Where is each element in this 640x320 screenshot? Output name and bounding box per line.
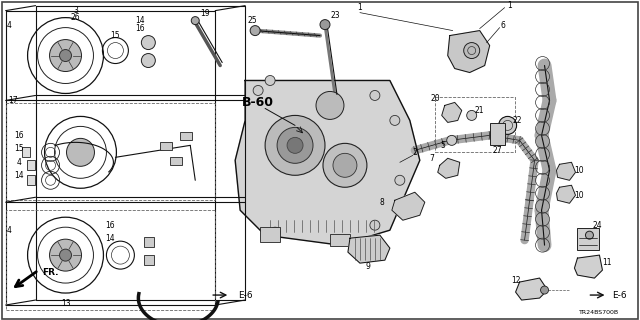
Circle shape: [316, 92, 344, 119]
Circle shape: [141, 36, 156, 50]
Text: 27: 27: [493, 146, 502, 155]
Text: 16: 16: [136, 24, 145, 33]
Text: 4: 4: [16, 158, 21, 167]
Bar: [170, 157, 182, 165]
Circle shape: [67, 138, 95, 166]
Bar: [145, 237, 154, 247]
Circle shape: [253, 85, 263, 95]
Circle shape: [265, 76, 275, 85]
Polygon shape: [448, 31, 490, 73]
Text: 6: 6: [500, 21, 505, 30]
Text: 10: 10: [575, 191, 584, 200]
Circle shape: [499, 116, 516, 134]
Circle shape: [467, 110, 477, 120]
Bar: [22, 147, 29, 157]
Polygon shape: [442, 102, 461, 123]
Text: 12: 12: [511, 276, 520, 284]
Polygon shape: [438, 158, 460, 178]
Bar: [145, 255, 154, 265]
Bar: [577, 228, 600, 250]
Text: 21: 21: [475, 106, 484, 115]
Bar: [27, 160, 35, 170]
Text: 4: 4: [6, 21, 11, 30]
Text: 8: 8: [380, 198, 384, 207]
Text: E-6: E-6: [612, 291, 627, 300]
Polygon shape: [516, 278, 548, 300]
Bar: [330, 234, 350, 246]
Text: 15: 15: [14, 144, 24, 153]
Circle shape: [49, 239, 81, 271]
Text: 16: 16: [14, 131, 24, 140]
Polygon shape: [235, 81, 420, 245]
Circle shape: [141, 53, 156, 68]
Text: 24: 24: [593, 221, 602, 230]
Polygon shape: [392, 192, 425, 220]
Circle shape: [320, 20, 330, 29]
Text: TR24BS700B: TR24BS700B: [579, 309, 620, 315]
Circle shape: [395, 175, 405, 185]
Text: 14: 14: [14, 171, 24, 180]
Bar: [180, 132, 192, 140]
Circle shape: [191, 17, 199, 25]
Circle shape: [340, 235, 350, 245]
Text: FR.: FR.: [43, 268, 59, 276]
Circle shape: [370, 220, 380, 230]
Circle shape: [390, 116, 400, 125]
Text: 1: 1: [358, 3, 362, 12]
Bar: [435, 98, 515, 152]
Text: 10: 10: [575, 166, 584, 175]
Bar: [6, 103, 215, 200]
Text: 22: 22: [513, 116, 522, 125]
Bar: [6, 210, 215, 310]
Bar: [27, 175, 35, 185]
Text: 4: 4: [6, 226, 11, 235]
Circle shape: [49, 40, 81, 71]
Circle shape: [541, 286, 548, 294]
Text: 19: 19: [200, 9, 210, 18]
Bar: [490, 124, 504, 145]
Circle shape: [270, 227, 280, 237]
Text: B-60: B-60: [242, 96, 274, 109]
Circle shape: [586, 231, 593, 239]
Circle shape: [333, 153, 357, 177]
Text: 13: 13: [61, 299, 70, 308]
Text: 7: 7: [429, 154, 434, 163]
Circle shape: [370, 91, 380, 100]
Text: 14: 14: [106, 234, 115, 243]
Text: 14: 14: [136, 16, 145, 25]
Bar: [260, 227, 280, 242]
Circle shape: [277, 127, 313, 163]
Text: 20: 20: [431, 94, 440, 103]
Text: 16: 16: [106, 221, 115, 230]
Polygon shape: [348, 235, 390, 263]
Text: 1: 1: [508, 1, 512, 10]
Polygon shape: [575, 255, 602, 278]
Circle shape: [60, 249, 72, 261]
Bar: [161, 142, 172, 150]
Text: 9: 9: [365, 262, 371, 271]
Text: 23: 23: [330, 11, 340, 20]
Text: E-6: E-6: [238, 291, 252, 300]
Circle shape: [287, 137, 303, 153]
Text: 3: 3: [73, 6, 78, 15]
Circle shape: [323, 143, 367, 187]
Circle shape: [265, 116, 325, 175]
Circle shape: [60, 50, 72, 61]
Text: 26: 26: [70, 13, 80, 22]
Text: 17: 17: [8, 96, 17, 105]
Circle shape: [250, 26, 260, 36]
Text: 5: 5: [440, 141, 445, 150]
Text: 11: 11: [603, 258, 612, 267]
Text: 2: 2: [412, 148, 417, 157]
Polygon shape: [557, 185, 575, 203]
Circle shape: [447, 135, 457, 145]
Text: 25: 25: [247, 16, 257, 25]
Circle shape: [464, 43, 479, 59]
Text: 15: 15: [111, 31, 120, 40]
Polygon shape: [557, 162, 575, 180]
